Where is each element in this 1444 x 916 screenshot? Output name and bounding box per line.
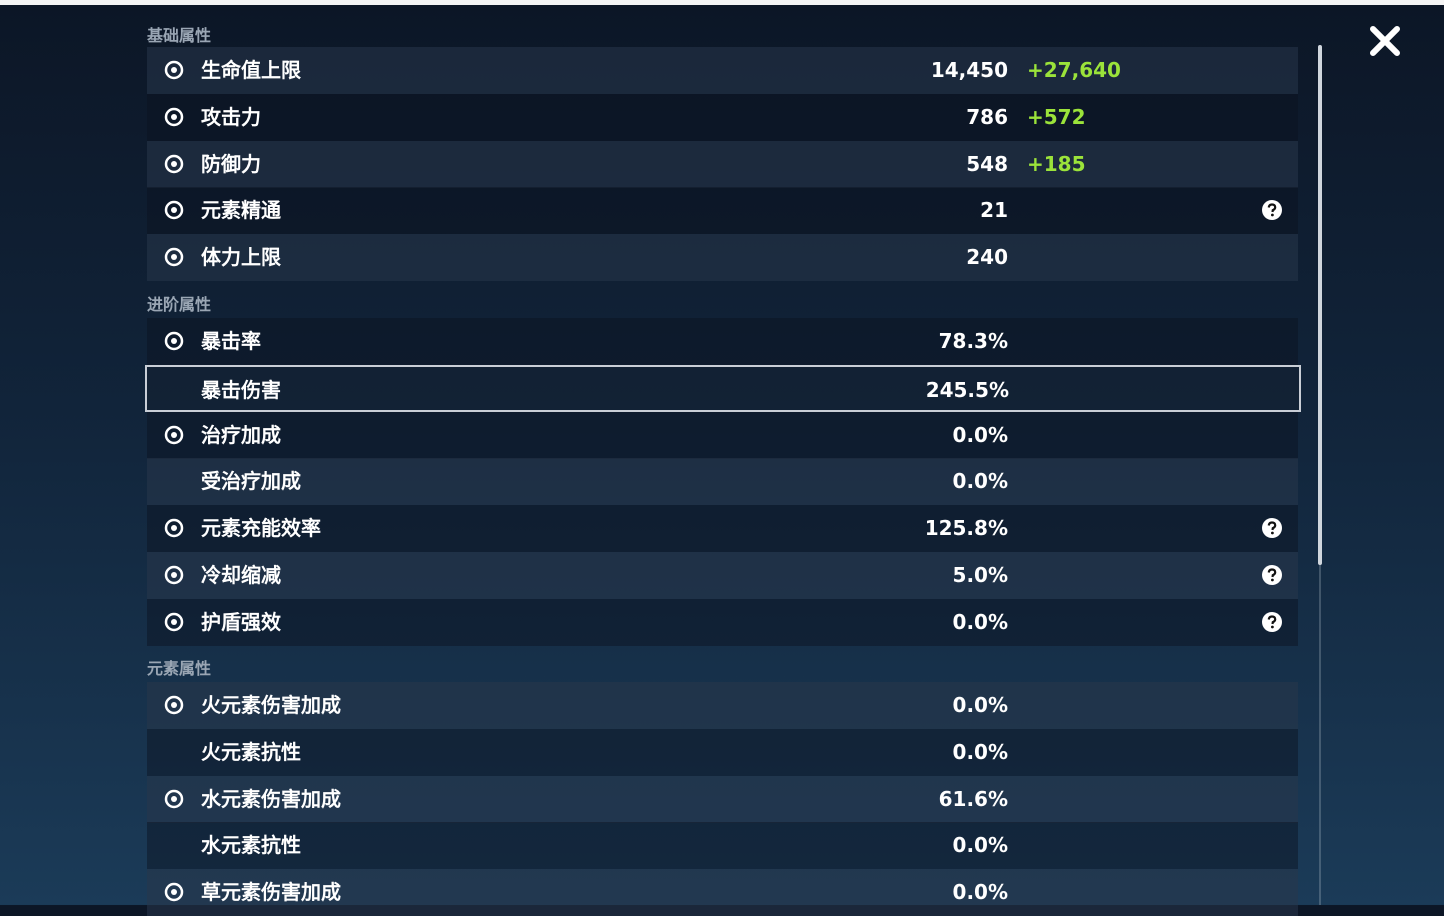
attribute-row[interactable]: 火元素伤害加成 0.0%: [147, 682, 1298, 729]
help-icon[interactable]: [1262, 200, 1282, 221]
attribute-row[interactable]: 冷却缩减 5.0%: [147, 552, 1298, 599]
attribute-row[interactable]: 元素精通 21: [147, 187, 1298, 235]
attribute-row[interactable]: 生命值上限 14,450 +27,640: [147, 47, 1298, 94]
attribute-label: 元素充能效率: [201, 516, 321, 541]
attribute-icon: [164, 60, 184, 80]
section-title: 元素属性: [147, 659, 212, 678]
attribute-label: 火元素抗性: [201, 739, 301, 764]
attribute-icon: [164, 695, 184, 715]
attribute-row[interactable]: 攻击力 786 +572: [147, 93, 1298, 141]
attribute-value: 0.0%: [952, 609, 1008, 634]
attribute-row[interactable]: 受治疗加成 0.0%: [147, 458, 1298, 506]
attribute-row[interactable]: 草元素伤害加成 0.0%: [147, 869, 1298, 916]
attribute-value: 548: [966, 151, 1008, 176]
attribute-label: 暴击率: [201, 329, 261, 353]
attribute-icon: [164, 518, 184, 538]
attribute-value: 0.0%: [952, 469, 1008, 494]
attribute-value: 786: [966, 104, 1008, 129]
attribute-value: 14,450: [930, 58, 1008, 82]
attribute-label: 攻击力: [201, 104, 261, 129]
attribute-value: 21: [980, 198, 1008, 223]
attribute-label: 元素精通: [201, 198, 281, 223]
attribute-icon: [164, 565, 184, 585]
attribute-label: 护盾强效: [201, 609, 281, 634]
scrollbar[interactable]: [1318, 45, 1322, 565]
attribute-row[interactable]: 水元素伤害加成 61.6%: [147, 775, 1298, 823]
help-icon[interactable]: [1262, 518, 1282, 539]
attribute-icon: [164, 331, 184, 351]
attribute-bonus: +572: [1027, 104, 1086, 129]
attribute-label: 暴击伤害: [201, 377, 281, 402]
attribute-icon: [164, 201, 184, 220]
attribute-row[interactable]: 火元素抗性 0.0%: [147, 728, 1298, 776]
attribute-label: 冷却缩减: [201, 563, 281, 587]
top-strip: [0, 0, 1444, 5]
attribute-bonus: +27,640: [1027, 58, 1121, 82]
attribute-value: 78.3%: [938, 329, 1008, 353]
attribute-bonus: +185: [1027, 151, 1086, 176]
attribute-label: 草元素伤害加成: [201, 880, 341, 905]
attribute-label: 体力上限: [201, 245, 281, 270]
attribute-row[interactable]: 暴击伤害 245.5%: [145, 364, 1301, 412]
attribute-label: 水元素抗性: [201, 833, 301, 858]
section-title: 基础属性: [147, 26, 212, 45]
attribute-value: 240: [966, 245, 1008, 270]
attribute-icon: [164, 882, 184, 902]
attribute-row[interactable]: 水元素抗性 0.0%: [147, 822, 1298, 870]
attribute-value: 0.0%: [952, 833, 1008, 858]
attribute-row[interactable]: 体力上限 240: [147, 234, 1298, 282]
help-icon[interactable]: [1262, 565, 1282, 585]
section-title: 进阶属性: [147, 295, 212, 314]
attribute-icon: [164, 789, 184, 808]
attribute-label: 生命值上限: [201, 58, 301, 82]
attribute-icon: [164, 247, 184, 267]
attribute-label: 治疗加成: [201, 422, 281, 447]
attribute-row[interactable]: 治疗加成 0.0%: [147, 411, 1298, 459]
attribute-value: 0.0%: [952, 880, 1008, 905]
attribute-value: 61.6%: [938, 786, 1008, 811]
attribute-value: 0.0%: [952, 693, 1008, 717]
attribute-label: 火元素伤害加成: [201, 693, 341, 717]
attribute-value: 245.5%: [925, 377, 1009, 402]
attribute-value: 0.0%: [952, 739, 1008, 764]
attribute-icon: [164, 425, 184, 444]
help-icon[interactable]: [1262, 611, 1282, 632]
attribute-value: 125.8%: [924, 516, 1008, 541]
attribute-label: 受治疗加成: [201, 469, 301, 494]
attribute-icon: [164, 107, 184, 127]
attribute-row[interactable]: 暴击率 78.3%: [147, 318, 1298, 365]
attribute-row[interactable]: 护盾强效 0.0%: [147, 598, 1298, 646]
attribute-row[interactable]: 防御力 548 +185: [147, 140, 1298, 188]
close-button[interactable]: [1368, 24, 1402, 58]
attribute-icon: [164, 612, 184, 632]
attribute-row[interactable]: 元素充能效率 125.8%: [147, 505, 1298, 553]
attribute-value: 0.0%: [952, 422, 1008, 447]
attribute-label: 水元素伤害加成: [201, 786, 341, 811]
attribute-icon: [164, 154, 184, 173]
attribute-label: 防御力: [201, 151, 261, 176]
attribute-value: 5.0%: [952, 563, 1008, 587]
